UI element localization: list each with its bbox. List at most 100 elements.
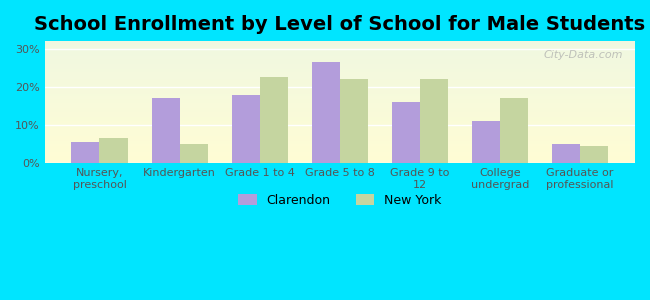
Bar	[45, 72, 635, 73]
Bar	[45, 156, 635, 157]
Bar	[45, 76, 635, 78]
Bar	[45, 91, 635, 92]
Bar	[45, 162, 635, 163]
Bar	[45, 140, 635, 141]
Bar	[45, 79, 635, 80]
Bar	[45, 127, 635, 128]
Bar	[45, 96, 635, 97]
Bar	[45, 107, 635, 108]
Bar	[45, 116, 635, 117]
Bar	[45, 148, 635, 150]
Bar	[45, 110, 635, 111]
Bar	[45, 78, 635, 79]
Bar	[45, 59, 635, 61]
Bar	[45, 122, 635, 123]
Bar	[99, 139, 127, 163]
Bar	[45, 57, 635, 58]
Bar	[45, 86, 635, 88]
Bar	[45, 154, 635, 155]
Bar	[179, 144, 207, 163]
Bar	[45, 161, 635, 162]
Bar	[340, 79, 368, 163]
Bar	[45, 97, 635, 98]
Bar	[45, 131, 635, 133]
Bar	[45, 146, 635, 147]
Bar	[45, 45, 635, 46]
Bar	[45, 89, 635, 90]
Bar	[45, 139, 635, 140]
Bar	[151, 98, 179, 163]
Bar	[45, 100, 635, 101]
Bar	[420, 79, 448, 163]
Bar	[45, 157, 635, 158]
Bar	[45, 101, 635, 102]
Bar	[45, 138, 635, 139]
Bar	[45, 63, 635, 64]
Bar	[45, 81, 635, 83]
Bar	[45, 47, 635, 48]
Bar	[45, 128, 635, 129]
Bar	[45, 61, 635, 62]
Bar	[45, 125, 635, 127]
Bar	[231, 94, 260, 163]
Bar	[45, 70, 635, 72]
Bar	[45, 123, 635, 124]
Bar	[45, 58, 635, 59]
Bar	[45, 50, 635, 51]
Bar	[45, 44, 635, 45]
Bar	[45, 133, 635, 134]
Bar	[45, 147, 635, 148]
Bar	[45, 62, 635, 63]
Bar	[45, 75, 635, 76]
Bar	[45, 142, 635, 144]
Bar	[45, 74, 635, 75]
Bar	[45, 106, 635, 107]
Bar	[45, 51, 635, 52]
Bar	[45, 152, 635, 154]
Title: School Enrollment by Level of School for Male Students: School Enrollment by Level of School for…	[34, 15, 645, 34]
Bar	[45, 55, 635, 56]
Bar	[45, 160, 635, 161]
Bar	[45, 113, 635, 114]
Bar	[45, 134, 635, 135]
Bar	[45, 41, 635, 42]
Bar	[45, 90, 635, 91]
Bar	[45, 56, 635, 57]
Bar	[45, 103, 635, 105]
Text: City-Data.com: City-Data.com	[543, 50, 623, 60]
Bar	[45, 48, 635, 50]
Bar	[45, 155, 635, 156]
Bar	[45, 85, 635, 86]
Bar	[45, 105, 635, 106]
Bar	[45, 88, 635, 89]
Bar	[45, 145, 635, 146]
Bar	[45, 67, 635, 68]
Bar	[45, 53, 635, 55]
Bar	[45, 129, 635, 130]
Bar	[45, 135, 635, 136]
Bar	[45, 118, 635, 119]
Legend: Clarendon, New York: Clarendon, New York	[233, 189, 447, 212]
Bar	[500, 98, 528, 163]
Bar	[552, 144, 580, 163]
Bar	[45, 73, 635, 74]
Bar	[45, 151, 635, 152]
Bar	[45, 112, 635, 113]
Bar	[45, 102, 635, 104]
Bar	[45, 119, 635, 121]
Bar	[45, 52, 635, 53]
Bar	[312, 62, 340, 163]
Bar	[45, 46, 635, 47]
Bar	[45, 64, 635, 65]
Bar	[45, 114, 635, 116]
Bar	[45, 42, 635, 44]
Bar	[580, 146, 608, 163]
Bar	[45, 94, 635, 95]
Bar	[45, 144, 635, 145]
Bar	[45, 111, 635, 112]
Bar	[45, 83, 635, 84]
Bar	[45, 69, 635, 70]
Bar	[45, 158, 635, 160]
Bar	[260, 77, 288, 163]
Bar	[45, 98, 635, 100]
